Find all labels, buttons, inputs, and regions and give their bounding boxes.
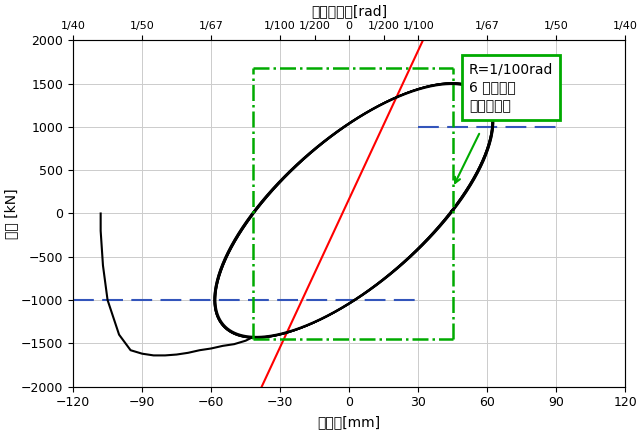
X-axis label: 軸変位[mm]: 軸変位[mm]: [318, 415, 381, 429]
Text: R=1/100rad
6 サイクル
繰返し載荷: R=1/100rad 6 サイクル 繰返し載荷: [469, 62, 553, 113]
Y-axis label: 軸力 [kN]: 軸力 [kN]: [4, 188, 18, 239]
X-axis label: 層間変形角[rad]: 層間変形角[rad]: [311, 4, 387, 18]
